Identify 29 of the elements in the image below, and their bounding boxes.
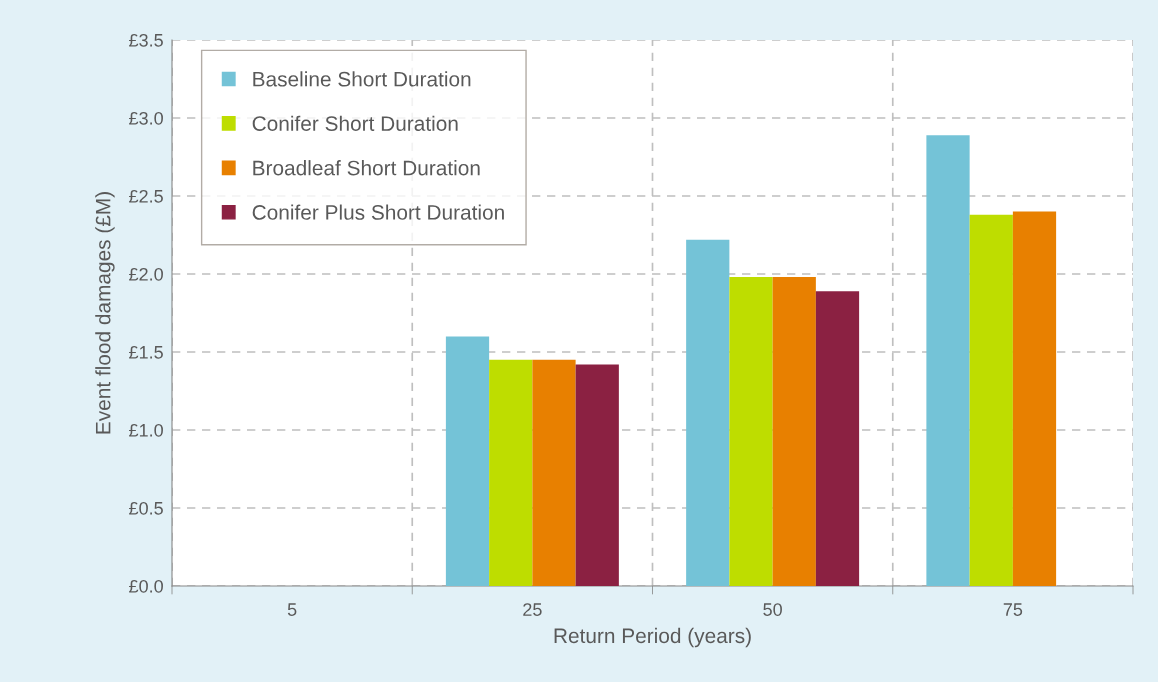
y-tick-label: £0.5 (129, 501, 163, 515)
bar (532, 359, 576, 586)
y-tick-label: £0.0 (129, 579, 163, 593)
x-tick-label: 75 (1003, 603, 1023, 616)
bar (729, 277, 773, 586)
bar (489, 359, 533, 586)
bar (815, 291, 860, 586)
x-tick-label: 50 (763, 603, 782, 616)
x-tick-label: 5 (287, 603, 297, 616)
legend-label: Conifer Plus Short Duration (252, 204, 504, 220)
y-tick-label: £2.0 (129, 267, 163, 281)
bar (772, 277, 816, 586)
y-axis-title: Event flood damages (£M) (95, 192, 115, 434)
x-tick-label: 25 (523, 603, 542, 616)
bar (575, 364, 619, 586)
x-axis-title: Return Period (years) (554, 627, 751, 648)
y-tick-label: £3.5 (129, 33, 163, 47)
bar (686, 239, 730, 586)
legend-label: Conifer Short Duration (252, 115, 458, 131)
bar (1012, 211, 1057, 586)
y-tick-label: £3.0 (129, 111, 163, 125)
y-tick-label: £1.0 (129, 423, 163, 437)
bar (969, 214, 1013, 586)
bar (926, 135, 970, 586)
legend-label: Broadleaf Short Duration (253, 160, 480, 176)
legend-label: Baseline Short Duration (253, 71, 471, 87)
y-tick-label: £2.5 (129, 189, 163, 203)
bar (445, 336, 490, 586)
y-tick-label: £1.5 (129, 345, 163, 359)
